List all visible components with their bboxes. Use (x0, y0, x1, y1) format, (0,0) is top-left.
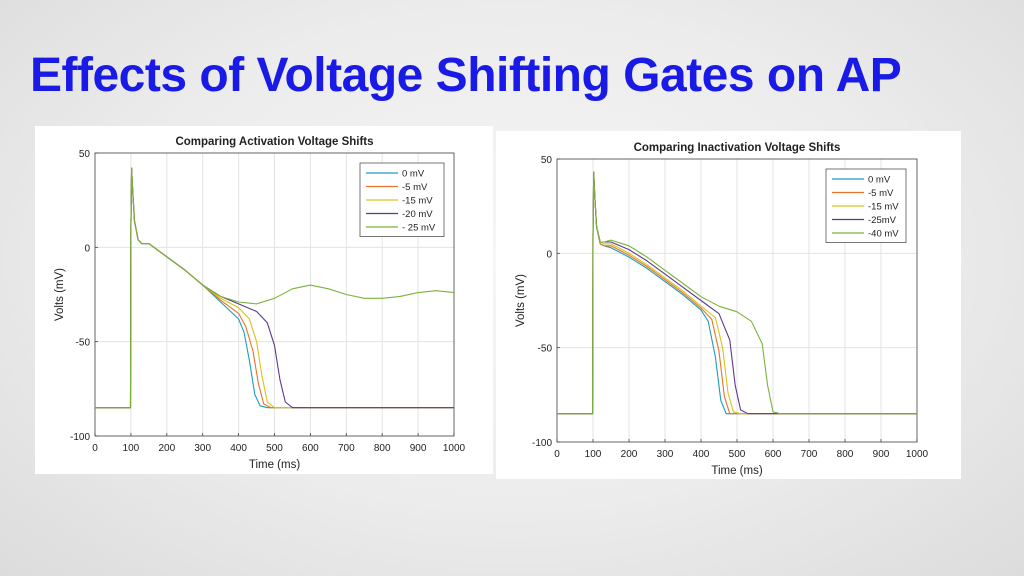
y-tick-label: 50 (79, 149, 91, 160)
legend-label: 0 mV (402, 169, 425, 180)
legend-label: -15 mV (402, 196, 433, 207)
x-tick-label: 800 (837, 449, 854, 460)
x-tick-label: 200 (158, 443, 175, 454)
x-tick-label: 300 (657, 449, 674, 460)
y-tick-label: -100 (532, 438, 552, 449)
legend-label: - 25 mV (402, 223, 436, 234)
y-tick-label: 50 (541, 155, 553, 166)
series-line-5 (557, 171, 917, 415)
x-tick-label: 800 (374, 443, 391, 454)
slide-title: Effects of Voltage Shifting Gates on AP (30, 49, 902, 102)
x-tick-label: 900 (410, 443, 427, 454)
x-tick-label: 300 (194, 443, 211, 454)
legend-label: -5 mV (402, 182, 428, 193)
series-line-5 (95, 167, 455, 409)
x-tick-label: 400 (693, 449, 710, 460)
x-tick-label: 600 (302, 443, 319, 454)
chart-title: Comparing Activation Voltage Shifts (175, 136, 373, 148)
x-tick-label: 200 (621, 449, 638, 460)
x-tick-label: 900 (873, 449, 890, 460)
y-tick-label: 0 (546, 249, 552, 260)
legend-label: -40 mV (868, 229, 899, 240)
y-tick-label: 0 (84, 243, 90, 254)
y-tick-label: -50 (538, 344, 553, 355)
y-tick-label: -50 (76, 338, 91, 349)
x-axis-label: Time (ms) (711, 465, 762, 477)
x-axis-label: Time (ms) (249, 459, 300, 471)
x-tick-label: 500 (729, 449, 746, 460)
y-axis-label: Volts (mV) (54, 268, 66, 321)
legend-label: -20 mV (402, 209, 433, 220)
legend-label: 0 mV (868, 175, 891, 186)
x-tick-label: 700 (801, 449, 818, 460)
x-tick-label: 100 (123, 443, 140, 454)
x-tick-label: 700 (338, 443, 355, 454)
y-tick-label: -100 (70, 432, 90, 443)
activation-chart-panel: 0 100 200 300 400 500 600 700 800 900 1000 50 0 -50 -1… (35, 126, 493, 474)
legend-label: -25mV (868, 215, 897, 226)
x-tick-label: 1000 (906, 449, 929, 460)
x-tick-label: 0 (554, 449, 560, 460)
inactivation-chart-panel: 0 100 200 300 400 500 600 700 800 900 1000 50 0 -50 -1… (496, 131, 961, 479)
y-axis-label: Volts (mV) (515, 274, 527, 327)
legend-label: -5 mV (868, 188, 894, 199)
x-tick-label: 0 (92, 443, 98, 454)
x-tick-label: 1000 (443, 443, 466, 454)
chart-title: Comparing Inactivation Voltage Shifts (634, 142, 841, 154)
legend-label: -15 mV (868, 202, 899, 213)
x-tick-label: 500 (266, 443, 283, 454)
x-tick-label: 100 (585, 449, 602, 460)
activation-chart: 0 100 200 300 400 500 600 700 800 900 1000500-50-1… (54, 136, 466, 471)
x-tick-label: 600 (765, 449, 782, 460)
inactivation-chart: 0 100 200 300 400 500 600 700 800 900 1000500-50-1… (515, 142, 929, 477)
x-tick-label: 400 (230, 443, 247, 454)
